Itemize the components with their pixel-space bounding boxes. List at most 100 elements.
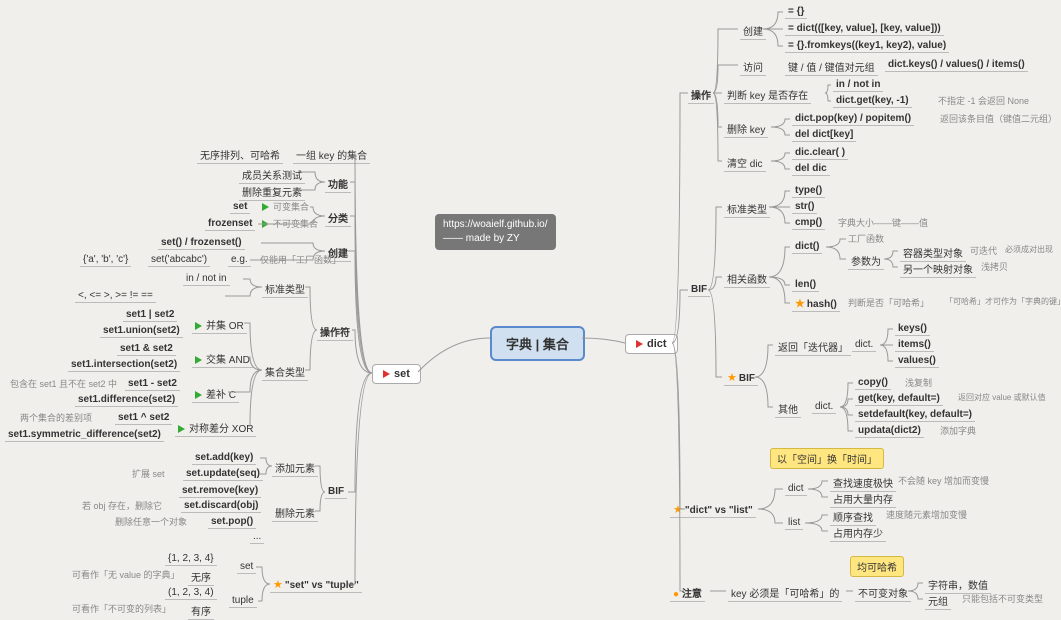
set-classify-bn: 不可变集合 [262,217,318,230]
vs-tuple-a: (1, 2, 3, 4) [165,586,217,600]
bif2-other-dn: 添加字典 [940,424,976,437]
ops-create: 创建 [740,22,766,40]
set-create-eg: e.g. [228,253,251,267]
set-ops-std-b: <, <= >, >= != == [75,289,156,303]
ops-or: 并集 OR [192,316,247,334]
ops-create-c: = {}.fromkeys((key1, key2), value) [785,39,949,53]
bif2-other-dict: dict. [812,400,836,414]
bif2-ret: 返回「迭代器」 [775,338,851,356]
set-vs: ★"set" vs "tuple" [270,577,362,593]
vs-set-b: 无序 [188,568,214,586]
bif2-ret-dict: dict. [852,338,876,352]
bif-rel-b: len() [792,278,819,292]
set-create-b1: {'a', 'b', 'c'} [80,253,131,267]
ops-and-b: set1.intersection(set2) [68,358,180,372]
vs-dict-b: 占用大量内存 [830,490,896,508]
set-classify-b: frozenset [205,217,255,231]
ops-xor-an: 两个集合的差别项 [20,411,92,424]
set-create-note: 仅能用「工厂函数」 [260,253,341,266]
ops-delkey-an: 返回该条目值（键值二元组） [940,112,1057,125]
bif2-other-b: get(key, default=) [855,392,943,406]
bif-del-d: ... [250,530,264,544]
vs-tuple: tuple [229,594,257,608]
vs-dict: dict [785,482,807,496]
bif-rel-c: ★hash() [792,296,840,312]
bif-rel-p1n2: 必须成对出现 [1005,244,1053,255]
star-icon: ★ [727,372,737,384]
root-node: 字典 | 集合 [490,326,585,361]
ops-exist-a: in / not in [833,78,883,92]
set-branch[interactable]: set [372,364,421,384]
bif-rel-cn: 判断是否「可哈希」 [848,296,929,309]
attribution-badge: https://woaielf.github.io/ —— made by ZY [435,214,556,250]
ops-delkey-a: dict.pop(key) / popitem() [792,112,914,126]
ops-xor-b: set1.symmetric_difference(set2) [5,428,164,442]
set-ops-std-a: in / not in [183,272,230,286]
set-create-a: set() / frozenset() [158,236,245,250]
ops-and-a: set1 & set2 [117,342,176,356]
vs-set: set [237,560,256,574]
set-ops-settype: 集合类型 [262,363,308,381]
ops-c-b: set1.difference(set2) [75,393,178,407]
bif2-other-an: 浅复制 [905,376,932,389]
bif-del-bn: 若 obj 存在，删除它 [82,499,162,512]
set-func-b: 删除重复元素 [239,183,305,201]
set-func: 功能 [325,175,351,193]
star-icon: ★ [673,504,683,516]
ops-clear-b: del dic [792,162,830,176]
bif2-ret-c: values() [895,354,939,368]
bif-del-c: set.pop() [208,515,256,529]
bif-rel-p1n: 可迭代 [970,244,997,257]
bif-std-c: cmp() [792,216,825,230]
vs-dict-an: 不会随 key 增加而变慢 [898,474,989,487]
dict-branch[interactable]: dict [625,334,678,354]
bif2-ret-a: keys() [895,322,930,336]
vs-list: list [785,516,803,530]
ops-create-a: = {} [785,5,807,19]
flag-icon [195,391,202,399]
set-ops: 操作符 [317,323,353,341]
bif-rel-p: 参数为 [848,252,884,270]
set-classify-a: set [230,200,250,214]
ops-xor-a: set1 ^ set2 [115,411,172,425]
bif-del: 删除元素 [272,504,318,522]
ops-access: 访问 [740,58,766,76]
bif2-other-d: updata(dict2) [855,424,924,438]
set-classify-an: 可变集合 [262,200,309,213]
bif-rel-a: dict() [792,240,822,254]
vs-list-an: 速度随元素增加变慢 [886,508,967,521]
bif-rel-cn2: 「可哈希」才可作为「字典的键」 [945,296,1061,307]
bif2-other-bn: 返回对应 value 或默认值 [958,392,1046,403]
star-icon: ★ [273,579,283,591]
ops-exist: 判断 key 是否存在 [724,86,811,104]
ops-or-b: set1.union(set2) [100,324,183,338]
bif-std-b: str() [792,200,817,214]
bif-add: 添加元素 [272,459,318,477]
ops-clear: 清空 dic [724,154,766,172]
ops-or-a: set1 | set2 [123,308,177,322]
dict-ops: 操作 [688,86,714,104]
bif-del-a: set.remove(key) [179,484,261,498]
flag-icon [195,356,202,364]
ops-xor: 对称差分 XOR [175,419,256,437]
bif-add-b: set.update(seq) [183,467,263,481]
ops-exist-b: dict.get(key, -1) [833,94,912,108]
note-d: 元组 [925,592,951,610]
flag-icon [178,425,185,433]
vs-set-a: {1, 2, 3, 4} [165,552,217,566]
note-dn: 只能包括不可变类型 [962,592,1043,605]
ops-clear-a: dic.clear( ) [792,146,848,160]
flag-icon [262,203,269,211]
bif2-ret-b: items() [895,338,934,352]
bif-bif2: ★BIF [724,370,758,386]
set-header-1: 无序排列、可哈希 [197,146,283,164]
set-bif: BIF [325,485,347,499]
bif-std-a: type() [792,184,825,198]
bif2-other-c: setdefault(key, default=) [855,408,975,422]
warning-icon: ● [673,589,679,600]
bif-del-cn: 删除任意一个对象 [115,515,187,528]
dict-vs: ★"dict" vs "list" [670,502,756,518]
bif-del-b: set.discard(obj) [181,499,261,513]
callout-hashable: 均可哈希 [850,556,904,577]
flag-icon [383,370,390,378]
